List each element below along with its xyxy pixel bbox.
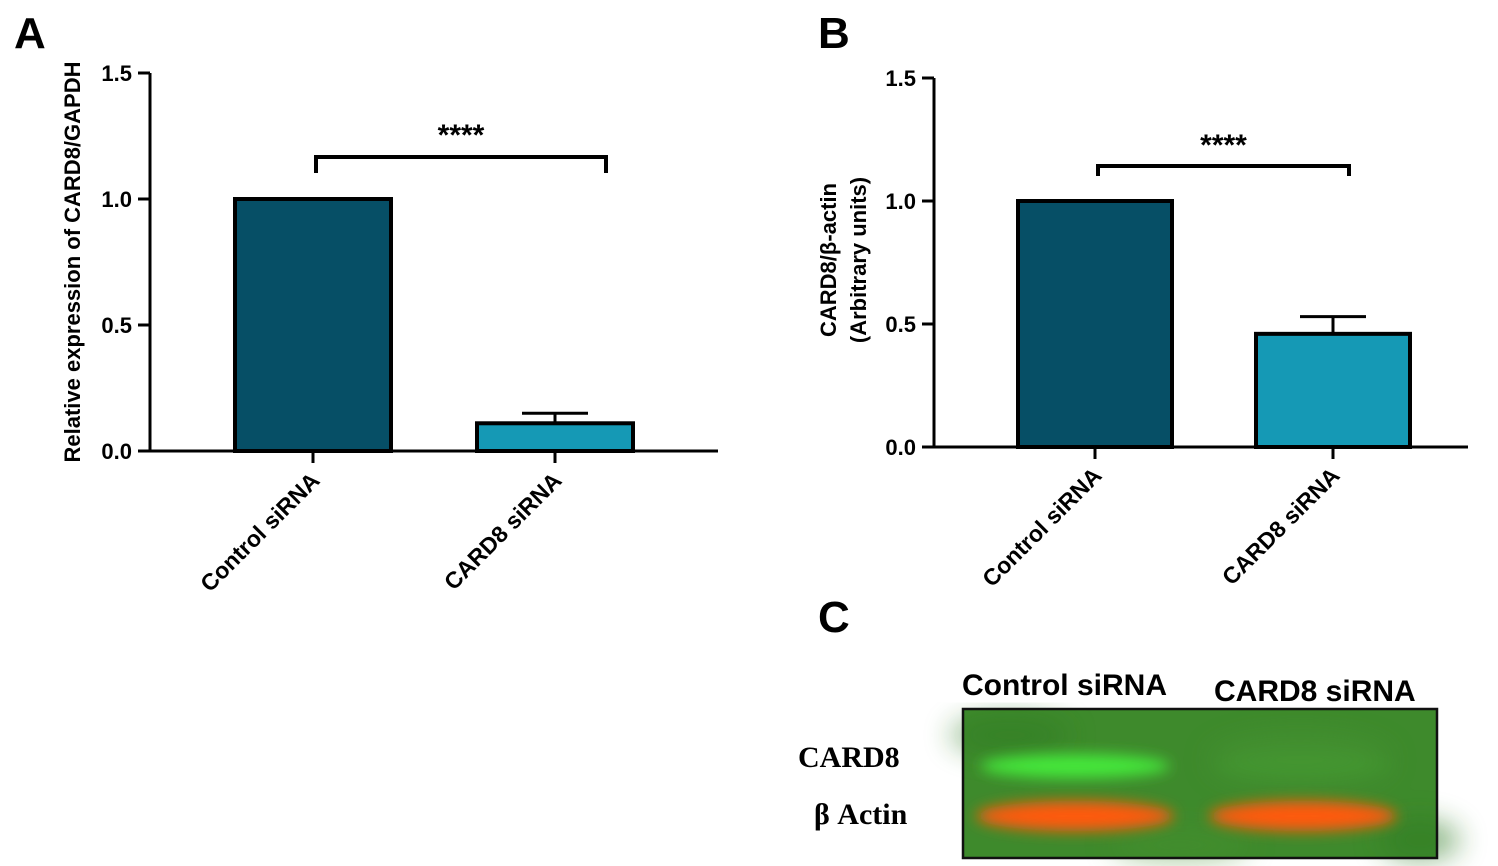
y-axis-label-b: CARD8/β-actin (Arbitrary units): [816, 177, 871, 343]
bar-b-control: [1016, 199, 1174, 449]
significance-bracket: [1096, 164, 1351, 176]
x-tick-label: Control siRNA: [977, 462, 1107, 592]
blot-band-actin: [1209, 801, 1397, 831]
blot-border: [961, 707, 1439, 860]
blot-column-label-control: Control siRNA: [962, 669, 1167, 702]
blot-band-card8: [1215, 754, 1395, 778]
blot-band-actin: [976, 801, 1174, 831]
y-tick-label: 0.5: [101, 313, 132, 338]
chart-a: 0.0 0.5 1.0 1.5 Relative expression of CARD8…: [60, 61, 718, 597]
significance-label: ****: [438, 119, 485, 152]
x-tick-label: CARD8 siRNA: [1217, 462, 1345, 590]
blot-row-label-card8: CARD8: [798, 741, 900, 774]
y-tick-label: 0.0: [101, 439, 132, 464]
significance-bracket: [314, 155, 608, 173]
panel-letter-a: A: [14, 9, 46, 58]
significance-label: ****: [1200, 129, 1247, 162]
bar-a-control: [233, 197, 393, 453]
bar-a-card8: [475, 421, 635, 453]
y-tick-label: 1.0: [885, 189, 916, 214]
x-tick-label: CARD8 siRNA: [439, 467, 567, 595]
y-tick-label: 0.0: [885, 435, 916, 460]
y-axis-label-a: Relative expression of CARD8/GAPDH: [60, 62, 85, 463]
bar-b-card8: [1254, 331, 1412, 449]
y-tick-label: 0.5: [885, 312, 916, 337]
blot-row-label-actin: β Actin: [814, 798, 908, 831]
chart-b: 0.0 0.5 1.0 1.5 CARD8/β-actin (Arbitrary unit…: [816, 66, 1468, 592]
blot-image: [950, 707, 1460, 860]
y-tick-label: 1.5: [885, 66, 916, 91]
y-axis-label-line: (Arbitrary units): [846, 177, 871, 343]
blot-band-card8: [980, 754, 1170, 778]
y-axis-label-line: CARD8/β-actin: [816, 183, 841, 337]
western-blot-panel: Control siRNA CARD8 siRNA CARD8 β Actin: [798, 669, 1460, 860]
y-tick-label: 1.0: [101, 187, 132, 212]
y-tick-label: 1.5: [101, 61, 132, 86]
x-tick-label: Control siRNA: [195, 467, 325, 597]
panel-letter-b: B: [818, 9, 850, 58]
panel-letter-c: C: [818, 593, 850, 642]
blot-column-label-card8: CARD8 siRNA: [1214, 675, 1416, 708]
